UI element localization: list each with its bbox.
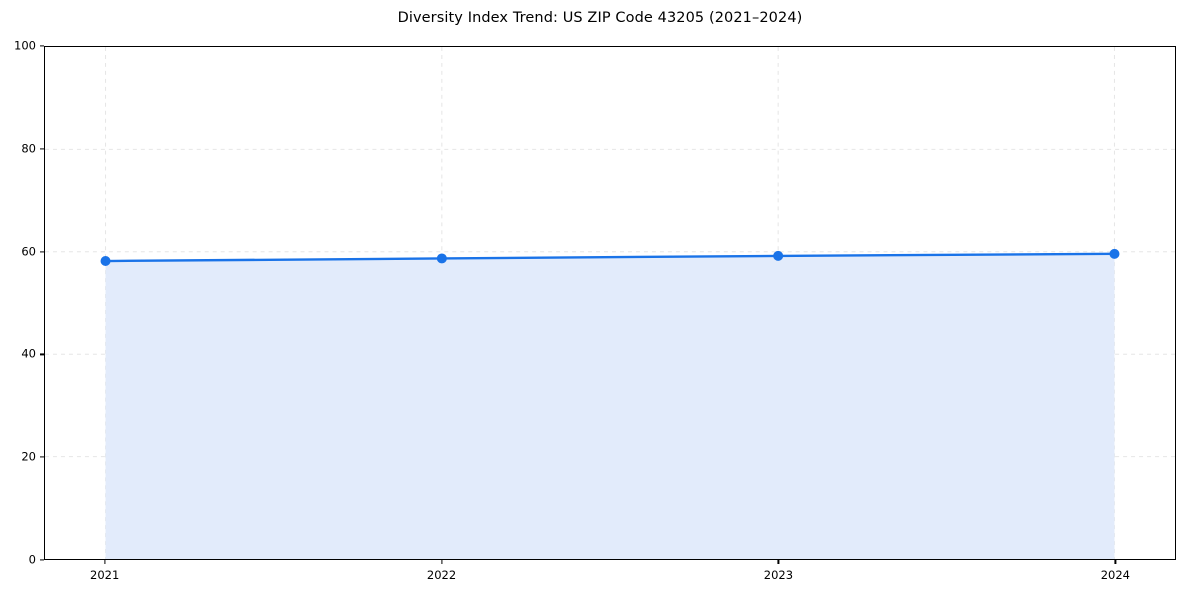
x-axis-tick-mark <box>104 560 106 564</box>
chart-plot-svg <box>45 47 1175 559</box>
y-axis-tick-label: 80 <box>21 141 36 156</box>
x-axis-tick-mark <box>777 560 780 564</box>
y-axis-tick-label: 100 <box>14 38 36 53</box>
plot-area <box>44 46 1176 560</box>
y-axis-tick-label: 40 <box>21 346 36 361</box>
y-axis-tick-label: 60 <box>21 243 36 258</box>
chart-title: Diversity Index Trend: US ZIP Code 43205… <box>397 10 803 26</box>
y-axis-tick-label: 20 <box>21 449 36 464</box>
y-axis-tick-label: 0 <box>28 552 36 567</box>
x-axis-tick-mark <box>1114 560 1116 564</box>
x-axis-tick-mark <box>440 560 443 564</box>
x-axis-tick-label: 2022 <box>426 568 457 582</box>
data-point-marker <box>100 256 111 266</box>
x-axis-tick-label: 2021 <box>90 568 120 582</box>
x-axis-tick-label: 2023 <box>763 568 794 582</box>
data-line-path <box>104 252 1116 263</box>
data-point-marker <box>773 250 784 261</box>
data-point-marker <box>1109 248 1120 259</box>
data-point-markers <box>100 248 1120 266</box>
area-fill-path <box>105 253 1115 559</box>
data-point-marker <box>436 253 447 264</box>
x-axis-tick-label: 2024 <box>1100 568 1130 582</box>
